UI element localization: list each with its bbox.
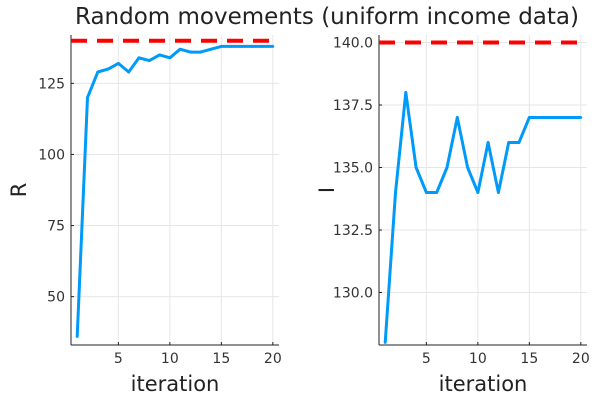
y-tick-label-i-1: 132.5 bbox=[333, 223, 373, 239]
data-point-i-14 bbox=[517, 141, 521, 144]
data-point-r-10 bbox=[168, 56, 172, 60]
series-line-r-0 bbox=[75, 44, 273, 337]
data-point-i-5 bbox=[424, 191, 428, 194]
data-point-r-13 bbox=[199, 50, 203, 54]
data-point-r-2 bbox=[86, 96, 89, 99]
data-point-r-20 bbox=[271, 44, 275, 48]
x-axis-label-i: iteration bbox=[439, 372, 528, 396]
data-point-i-17 bbox=[548, 116, 552, 119]
y-tick-label-i-2: 135.0 bbox=[333, 161, 373, 177]
y-axis-label-r: R bbox=[7, 183, 31, 198]
data-point-i-1 bbox=[383, 341, 387, 344]
data-point-r-18 bbox=[250, 44, 254, 48]
data-point-i-6 bbox=[435, 191, 439, 194]
data-point-r-9 bbox=[158, 53, 161, 57]
data-point-i-9 bbox=[466, 166, 469, 169]
x-tick-label-r-1: 10 bbox=[161, 351, 179, 367]
data-point-i-13 bbox=[507, 141, 511, 144]
y-tick-label-i-0: 130.0 bbox=[333, 286, 373, 302]
data-point-r-12 bbox=[189, 50, 192, 54]
x-tick-label-i-2: 15 bbox=[520, 351, 538, 367]
data-point-i-20 bbox=[579, 116, 583, 119]
data-point-r-15 bbox=[219, 44, 223, 48]
series-line-i-0 bbox=[383, 91, 581, 343]
data-point-i-3 bbox=[404, 91, 408, 94]
data-point-r-5 bbox=[116, 62, 120, 65]
data-point-r-1 bbox=[75, 335, 79, 338]
data-point-r-3 bbox=[96, 70, 100, 74]
y-tick-label-r-0: 50 bbox=[47, 290, 65, 306]
data-point-r-6 bbox=[127, 70, 131, 74]
x-tick-label-r-0: 5 bbox=[114, 351, 123, 367]
x-tick-label-r-2: 15 bbox=[212, 351, 230, 367]
y-tick-label-r-3: 125 bbox=[38, 76, 65, 92]
x-tick-label-i-1: 10 bbox=[469, 351, 487, 367]
data-point-r-7 bbox=[137, 56, 141, 60]
y-tick-label-r-1: 75 bbox=[47, 219, 65, 235]
data-point-r-19 bbox=[261, 44, 264, 48]
data-point-r-4 bbox=[106, 67, 110, 71]
data-point-i-4 bbox=[414, 166, 418, 169]
y-tick-label-i-4: 140.0 bbox=[333, 36, 373, 52]
panel-i: 5 10 15 20 130.0 132.5 135.0 137.5 140.0 iteratio… bbox=[315, 35, 590, 396]
data-point-i-19 bbox=[569, 116, 572, 119]
data-point-r-16 bbox=[230, 44, 234, 48]
data-point-i-8 bbox=[455, 116, 459, 119]
chart-title: Random movements (uniform income data) bbox=[75, 4, 579, 30]
data-point-i-10 bbox=[476, 191, 480, 194]
panel-r: 5 10 15 20 50 75 100 125 iteration R bbox=[7, 35, 282, 396]
y-axis-label-i: I bbox=[315, 187, 339, 193]
x-tick-label-r-3: 20 bbox=[264, 351, 282, 367]
x-tick-label-i-3: 20 bbox=[572, 351, 590, 367]
data-point-r-14 bbox=[209, 47, 213, 51]
data-point-i-16 bbox=[538, 116, 542, 119]
x-tick-label-i-0: 5 bbox=[422, 351, 431, 367]
data-point-r-17 bbox=[240, 44, 244, 48]
data-point-r-11 bbox=[178, 47, 182, 51]
data-point-i-15 bbox=[527, 116, 531, 119]
data-point-i-12 bbox=[497, 191, 500, 194]
data-point-r-8 bbox=[147, 59, 151, 62]
y-tick-label-r-2: 100 bbox=[38, 147, 65, 163]
data-point-i-11 bbox=[486, 141, 490, 144]
data-point-i-2 bbox=[394, 191, 397, 194]
x-axis-label-r: iteration bbox=[131, 372, 220, 396]
y-tick-label-i-3: 137.5 bbox=[333, 98, 373, 114]
data-point-i-7 bbox=[445, 166, 449, 169]
data-point-i-18 bbox=[558, 116, 562, 119]
